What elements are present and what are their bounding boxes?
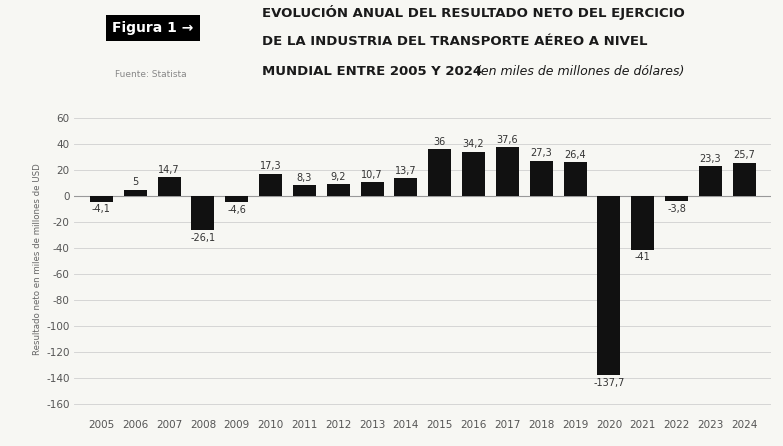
Text: 27,3: 27,3 — [530, 149, 552, 158]
Bar — [327, 184, 350, 196]
Text: 9,2: 9,2 — [330, 172, 346, 182]
Bar — [530, 161, 553, 196]
Text: 13,7: 13,7 — [395, 166, 417, 176]
Text: 8,3: 8,3 — [297, 173, 312, 183]
Bar — [462, 152, 485, 196]
Text: 14,7: 14,7 — [158, 165, 180, 175]
Text: -4,6: -4,6 — [227, 205, 246, 215]
Y-axis label: Resultado neto en miles de millones de USD: Resultado neto en miles de millones de U… — [33, 163, 41, 355]
Text: 10,7: 10,7 — [361, 170, 383, 180]
Text: 37,6: 37,6 — [496, 135, 518, 145]
Text: -137,7: -137,7 — [594, 378, 625, 388]
Text: 34,2: 34,2 — [463, 140, 485, 149]
Bar — [124, 190, 146, 196]
Bar — [564, 162, 586, 196]
Text: (en miles de millones de dólares): (en miles de millones de dólares) — [472, 65, 684, 78]
Bar — [631, 196, 655, 250]
Text: EVOLUCIÓN ANUAL DEL RESULTADO NETO DEL EJERCICIO: EVOLUCIÓN ANUAL DEL RESULTADO NETO DEL E… — [262, 4, 685, 20]
Bar — [259, 174, 282, 196]
Bar — [293, 186, 316, 196]
Bar — [733, 163, 756, 196]
Bar — [395, 178, 417, 196]
Bar — [226, 196, 248, 202]
Bar — [157, 177, 181, 196]
Bar — [191, 196, 215, 230]
Bar — [90, 196, 113, 202]
Bar — [496, 147, 519, 196]
Bar — [361, 182, 384, 196]
Text: MUNDIAL ENTRE 2005 Y 2024: MUNDIAL ENTRE 2005 Y 2024 — [262, 65, 482, 78]
Text: 25,7: 25,7 — [733, 150, 755, 161]
Text: 23,3: 23,3 — [699, 153, 721, 164]
Text: 5: 5 — [132, 178, 139, 187]
Text: -3,8: -3,8 — [667, 203, 686, 214]
Bar — [428, 149, 451, 196]
Text: Figura 1 →: Figura 1 → — [112, 21, 193, 35]
Bar — [665, 196, 688, 201]
Text: 26,4: 26,4 — [565, 149, 586, 160]
Text: DE LA INDUSTRIA DEL TRANSPORTE AÉREO A NIVEL: DE LA INDUSTRIA DEL TRANSPORTE AÉREO A N… — [262, 35, 648, 48]
Bar — [699, 166, 722, 196]
Bar — [597, 196, 620, 376]
Text: -41: -41 — [635, 252, 651, 262]
Text: Fuente: Statista: Fuente: Statista — [115, 70, 186, 79]
Text: 17,3: 17,3 — [260, 161, 281, 171]
Text: 36: 36 — [434, 137, 446, 147]
Text: -4,1: -4,1 — [92, 204, 111, 214]
Text: -26,1: -26,1 — [190, 232, 215, 243]
